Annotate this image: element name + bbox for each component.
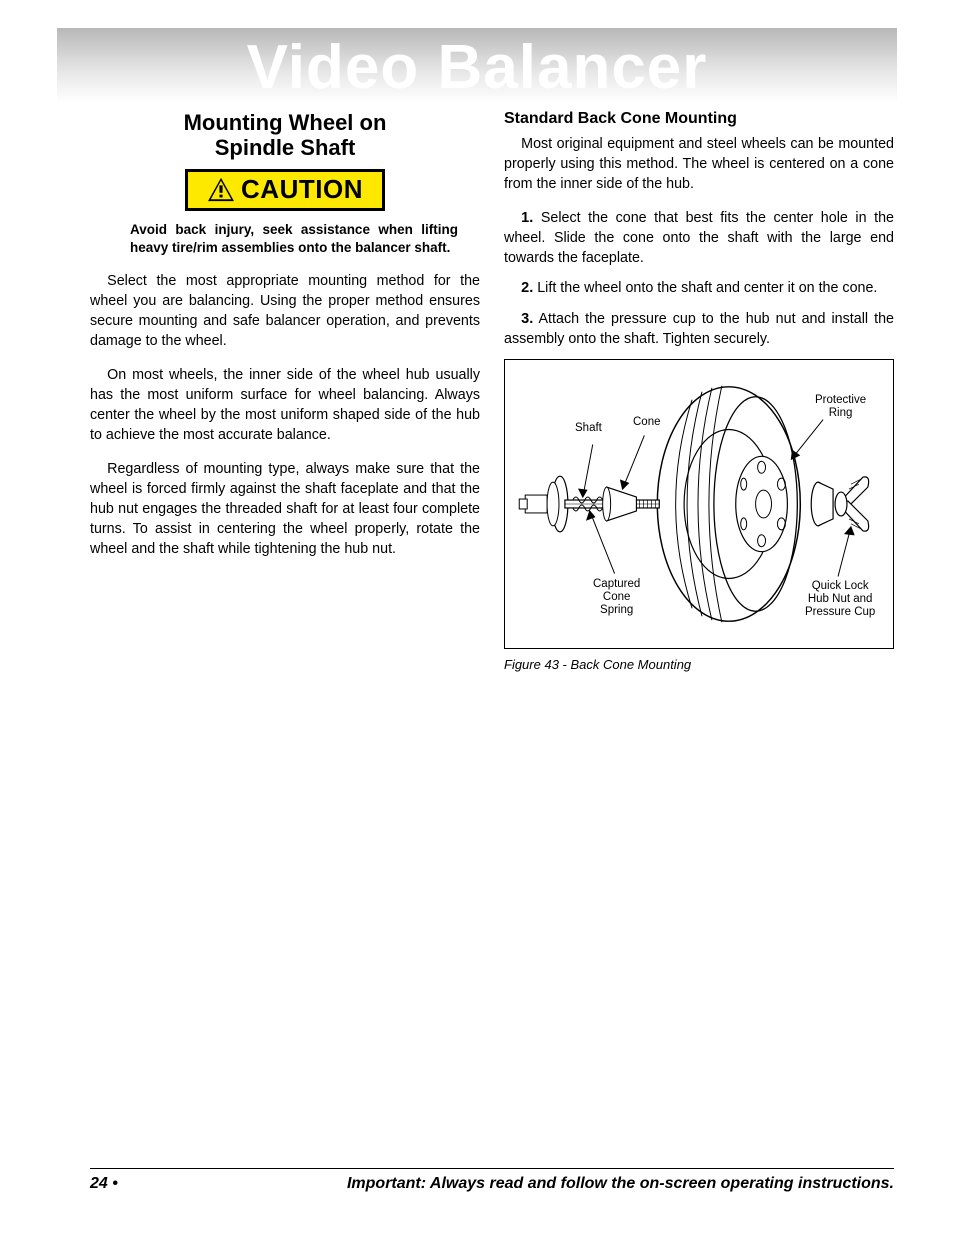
right-column: Standard Back Cone Mounting Most origina… (504, 110, 894, 672)
step-3: 3. Attach the pressure cup to the hub nu… (504, 309, 894, 349)
body-para-3: Regardless of mounting type, always make… (90, 459, 480, 559)
step-num-3: 3. (521, 311, 533, 327)
section-title-line1: Mounting Wheel on (184, 110, 387, 135)
label-quick-lock: Quick Lock Hub Nut and Pressure Cup (805, 580, 875, 620)
step-2: 2. Lift the wheel onto the shaft and cen… (504, 278, 894, 298)
intro-para: Most original equipment and steel wheels… (504, 134, 894, 194)
label-cone: Cone (633, 416, 661, 429)
step-1: 1. Select the cone that best fits the ce… (504, 208, 894, 268)
footer-text: Important: Always read and follow the on… (347, 1175, 894, 1193)
step-text-2: Lift the wheel onto the shaft and center… (533, 280, 877, 296)
step-text-1: Select the cone that best fits the cente… (504, 210, 894, 266)
figure-box: Shaft Cone Protective Ring Captured Cone… (504, 359, 894, 649)
sub-heading: Standard Back Cone Mounting (504, 110, 894, 128)
section-title: Mounting Wheel on Spindle Shaft (90, 110, 480, 161)
caution-label: CAUTION (241, 174, 363, 205)
label-protective-ring: Protective Ring (815, 394, 866, 420)
left-column: Mounting Wheel on Spindle Shaft CAUTION … (90, 110, 480, 672)
warning-triangle-icon (207, 177, 235, 203)
step-num-2: 2. (521, 280, 533, 296)
page-number: 24 • (90, 1175, 118, 1193)
page-footer: 24 • Important: Always read and follow t… (90, 1168, 894, 1193)
page: Video Balancer Mounting Wheel on Spindle… (0, 0, 954, 1235)
step-num-1: 1. (521, 210, 533, 226)
body-para-1: Select the most appropriate mounting met… (90, 271, 480, 351)
warning-paragraph: Avoid back injury, seek assistance when … (90, 221, 480, 257)
body-para-2: On most wheels, the inner side of the wh… (90, 365, 480, 445)
figure-caption: Figure 43 - Back Cone Mounting (504, 657, 894, 672)
section-title-line2: Spindle Shaft (215, 135, 356, 160)
label-shaft: Shaft (575, 422, 602, 435)
label-captured-spring: Captured Cone Spring (593, 578, 640, 618)
step-text-3: Attach the pressure cup to the hub nut a… (504, 311, 894, 347)
content-area: Mounting Wheel on Spindle Shaft CAUTION … (90, 40, 894, 672)
caution-sign: CAUTION (185, 169, 385, 211)
